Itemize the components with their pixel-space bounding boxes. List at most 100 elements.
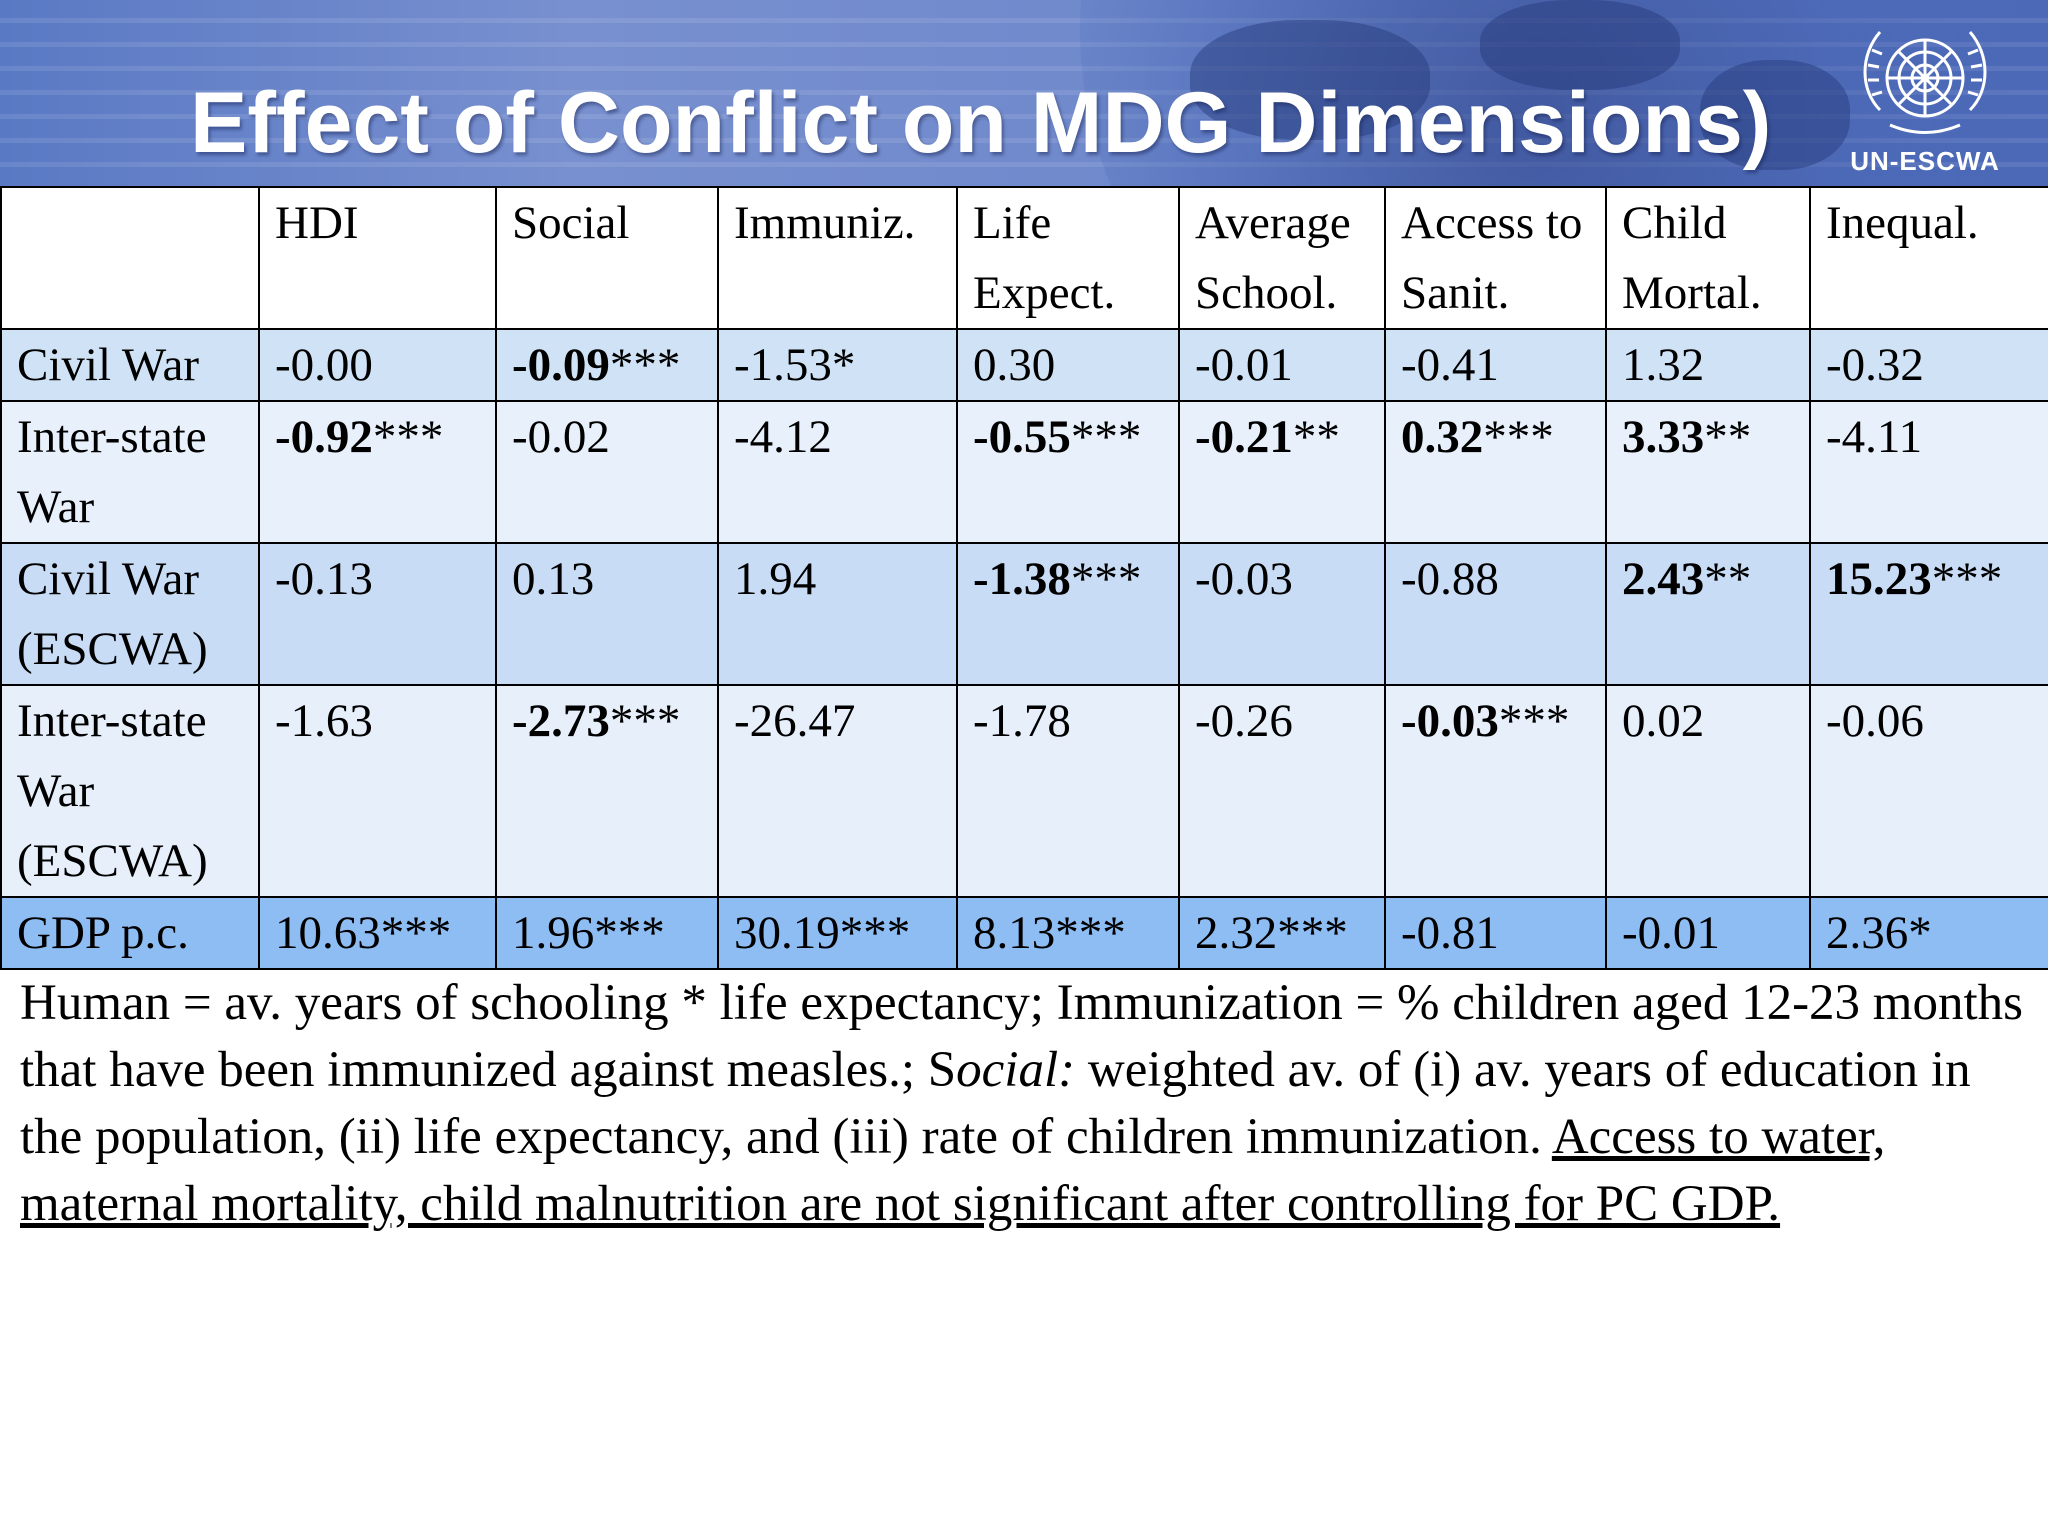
- cell-value: 3.33: [1622, 411, 1705, 463]
- cell-value: -1.63: [275, 695, 373, 747]
- table-cell: -0.01: [1178, 328, 1386, 402]
- table-cell: 2.32***: [1178, 896, 1386, 970]
- footnote-social-italic: ocial:: [956, 1042, 1076, 1098]
- logo-text: UN-ESCWA: [1850, 146, 2000, 176]
- table-cell: -0.09***: [495, 328, 719, 402]
- table-cell: -0.01: [1605, 896, 1811, 970]
- significance-stars: ***: [1483, 411, 1554, 463]
- table-cell: -0.32: [1809, 328, 2048, 402]
- table-cell: 0.32***: [1384, 400, 1607, 544]
- table-row-gdp-pc: GDP p.c. 10.63*** 1.96*** 30.19*** 8.13*** …: [0, 896, 2048, 970]
- table-cell: -4.12: [717, 400, 958, 544]
- cell-value: -0.03: [1195, 553, 1293, 605]
- cell-value: -1.53*: [734, 339, 856, 391]
- table-cell: -0.13: [258, 542, 497, 686]
- cell-value: 2.43: [1622, 553, 1705, 605]
- footnote-underlined-note: Access to water, maternal mortality, chi…: [20, 1109, 1886, 1232]
- globe-graphic: [1080, 0, 2048, 186]
- cell-value: 10.63***: [275, 907, 452, 959]
- significance-stars: ***: [609, 339, 681, 391]
- title-banner: Effect of Conflict on MDG Dimensions) UN…: [0, 0, 2048, 186]
- table-cell: -0.92***: [258, 400, 497, 544]
- table-cell: 3.33**: [1605, 400, 1811, 544]
- table-cell: -0.00: [258, 328, 497, 402]
- table-cell: -4.11: [1809, 400, 2048, 544]
- table-cell: -0.21**: [1178, 400, 1386, 544]
- banner-stripe: [0, 66, 2048, 71]
- table-cell: 1.96***: [495, 896, 719, 970]
- table-row-inter-state-war-escwa: Inter-state War (ESCWA) -1.63 -2.73*** -26…: [0, 684, 2048, 898]
- table-cell: 0.30: [956, 328, 1180, 402]
- header-cell-average-school: Average School.: [1178, 186, 1386, 330]
- cell-value: -0.09: [512, 339, 610, 391]
- table-cell: 15.23***: [1809, 542, 2048, 686]
- cell-value: -4.12: [734, 411, 832, 463]
- un-emblem-icon: [1863, 31, 1987, 134]
- table-cell: -0.26: [1178, 684, 1386, 898]
- footnote-part: weighted av. of (i) av. years of educati…: [20, 1042, 1971, 1165]
- regression-table: HDI Social Immuniz. Life Expect. Average…: [0, 186, 2048, 970]
- table-cell: 2.36*: [1809, 896, 2048, 970]
- header-cell-social: Social: [495, 186, 719, 330]
- header-cell-immuniz: Immuniz.: [717, 186, 958, 330]
- cell-value: -0.06: [1826, 695, 1924, 747]
- significance-stars: **: [1704, 411, 1752, 463]
- cell-value: 8.13***: [973, 907, 1126, 959]
- row-label: GDP p.c.: [0, 896, 260, 970]
- table-cell: -0.02: [495, 400, 719, 544]
- table-row-inter-state-war: Inter-state War -0.92*** -0.02 -4.12 -0.55*…: [0, 400, 2048, 544]
- cell-value: -1.78: [973, 695, 1071, 747]
- table-cell: -0.06: [1809, 684, 2048, 898]
- table-cell: -1.78: [956, 684, 1180, 898]
- cell-value: -0.41: [1401, 339, 1499, 391]
- cell-value: -0.13: [275, 553, 373, 605]
- cell-value: -0.01: [1195, 339, 1293, 391]
- footnote-part: Human = av. years of schooling * life ex…: [20, 975, 2023, 1098]
- banner-stripe: [0, 162, 2048, 167]
- significance-stars: ***: [1070, 411, 1142, 463]
- cell-value: -0.55: [973, 411, 1071, 463]
- cell-value: 2.36*: [1826, 907, 1932, 959]
- cell-value: 30.19***: [734, 907, 911, 959]
- cell-value: 1.32: [1622, 339, 1705, 391]
- cell-value: -26.47: [734, 695, 856, 747]
- table-cell: -0.81: [1384, 896, 1607, 970]
- banner-stripe: [0, 18, 2048, 23]
- cell-value: 0.30: [973, 339, 1056, 391]
- significance-stars: ***: [1931, 553, 2003, 605]
- cell-value: 0.13: [512, 553, 595, 605]
- header-cell-life-expect: Life Expect.: [956, 186, 1180, 330]
- significance-stars: ***: [1498, 695, 1570, 747]
- row-label: Civil War: [0, 328, 260, 402]
- table-cell: -1.53*: [717, 328, 958, 402]
- significance-stars: ***: [372, 411, 444, 463]
- banner-stripe: [0, 114, 2048, 119]
- cell-value: -4.11: [1826, 411, 1923, 463]
- table-cell: 2.43**: [1605, 542, 1811, 686]
- table-cell: 0.02: [1605, 684, 1811, 898]
- table-cell: 1.94: [717, 542, 958, 686]
- table-cell: 8.13***: [956, 896, 1180, 970]
- table-cell: -1.38***: [956, 542, 1180, 686]
- table-row-civil-war: Civil War -0.00 -0.09*** -1.53* 0.30 -0.01 -…: [0, 328, 2048, 402]
- table-cell: 10.63***: [258, 896, 497, 970]
- globe-land: [1190, 20, 1430, 140]
- row-label: Inter-state War: [0, 400, 260, 544]
- table-cell: -0.03***: [1384, 684, 1607, 898]
- header-cell-inequal: Inequal.: [1809, 186, 2048, 330]
- row-label: Inter-state War (ESCWA): [0, 684, 260, 898]
- significance-stars: **: [1292, 411, 1340, 463]
- significance-stars: **: [1704, 553, 1752, 605]
- cell-value: -0.26: [1195, 695, 1293, 747]
- header-cell-child-mortal: Child Mortal.: [1605, 186, 1811, 330]
- cell-value: -0.01: [1622, 907, 1720, 959]
- cell-value: -0.03: [1401, 695, 1499, 747]
- cell-value: -2.73: [512, 695, 610, 747]
- header-cell-empty: [0, 186, 260, 330]
- significance-stars: ***: [609, 695, 681, 747]
- table-cell: -0.41: [1384, 328, 1607, 402]
- banner-stripe: [0, 90, 2048, 95]
- globe-land: [1480, 0, 1680, 90]
- cell-value: 1.94: [734, 553, 817, 605]
- cell-value: -1.38: [973, 553, 1071, 605]
